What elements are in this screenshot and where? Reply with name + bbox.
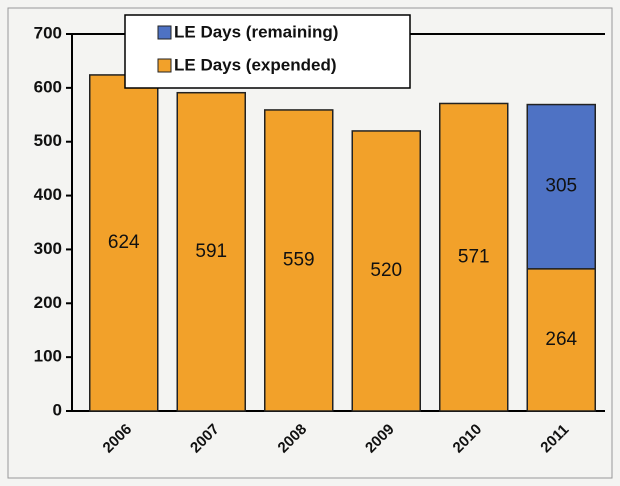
y-tick-label: 700 — [34, 23, 62, 42]
bar-segment — [526, 268, 596, 412]
frame — [7, 7, 613, 479]
data-label: 559 — [283, 249, 315, 270]
data-label: 264 — [545, 329, 577, 350]
data-label: 305 — [545, 176, 577, 197]
data-label: 591 — [195, 241, 227, 262]
legend-swatch — [157, 58, 172, 73]
y-tick-label: 600 — [34, 77, 62, 96]
y-tick-label: 200 — [34, 293, 62, 312]
y-tick-label: 400 — [34, 185, 62, 204]
data-label: 624 — [108, 232, 140, 253]
legend-box — [124, 14, 411, 89]
y-tick-label: 300 — [34, 239, 62, 258]
y-tick-label: 500 — [34, 131, 62, 150]
y-tick-label: 0 — [53, 400, 62, 419]
legend-label: LE Days (expended) — [174, 55, 337, 74]
legend-swatch — [157, 25, 172, 40]
legend-label: LE Days (remaining) — [174, 22, 338, 41]
data-label: 571 — [458, 246, 490, 267]
bar-segment — [439, 102, 509, 412]
bar-segment — [264, 109, 334, 412]
y-tick-label: 100 — [34, 347, 62, 366]
bar-segment — [351, 130, 421, 412]
bar-segment — [526, 103, 596, 270]
data-label: 520 — [370, 260, 402, 281]
bar-segment — [176, 91, 246, 412]
bar-segment — [89, 74, 159, 412]
